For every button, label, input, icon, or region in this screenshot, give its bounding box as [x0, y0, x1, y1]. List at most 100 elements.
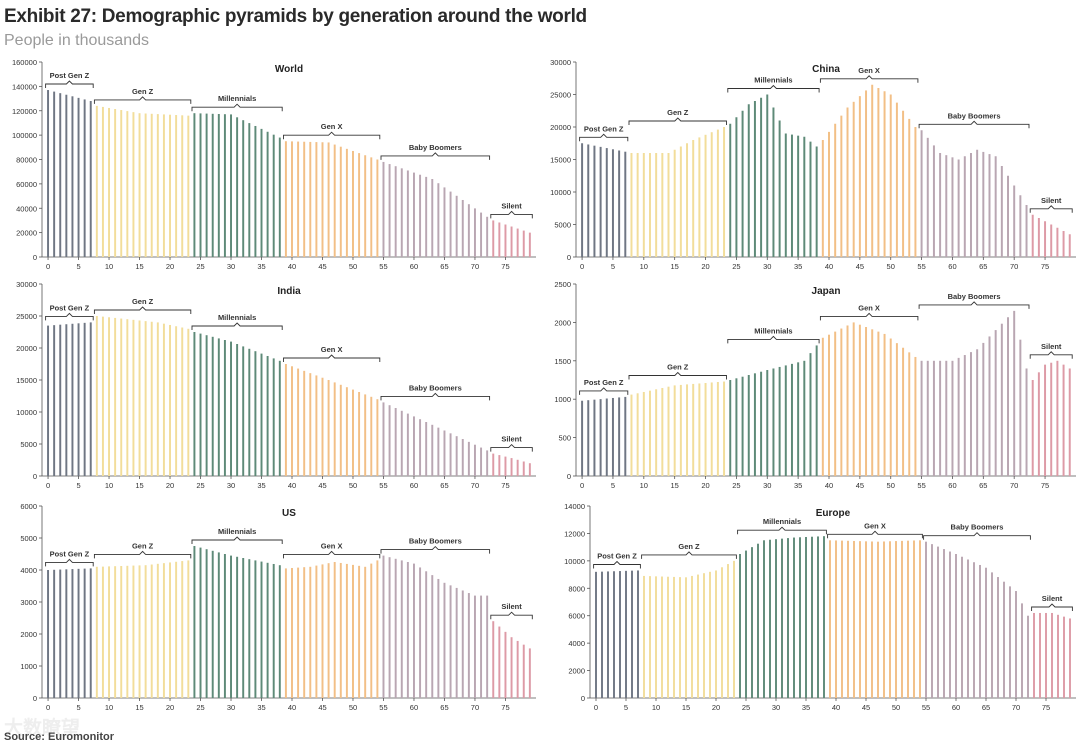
bar-age-43: [309, 373, 312, 476]
bar-age-7: [624, 151, 627, 257]
y-tick-label: 8000: [568, 584, 585, 593]
bar-age-76: [510, 226, 513, 257]
generation-label: Gen X: [858, 66, 880, 75]
generation-bracket: [1029, 351, 1073, 359]
x-tick-label: 60: [948, 481, 956, 490]
x-tick-label: 60: [410, 703, 418, 712]
bar-age-42: [840, 328, 843, 476]
generation-label: Post Gen Z: [597, 551, 637, 560]
chart-title: Japan: [812, 286, 841, 297]
x-tick-label: 65: [440, 262, 448, 271]
bar-age-39: [284, 568, 287, 698]
bar-age-18: [692, 383, 695, 476]
x-tick-label: 25: [742, 703, 750, 712]
bar-age-26: [751, 547, 753, 698]
x-tick-label: 75: [1041, 262, 1049, 271]
bar-age-58: [939, 153, 942, 257]
bar-age-15: [138, 565, 141, 698]
bar-age-35: [260, 561, 263, 698]
x-tick-label: 25: [732, 481, 740, 490]
bar-age-56: [926, 360, 929, 476]
x-tick-label: 70: [1010, 262, 1018, 271]
bar-age-15: [138, 320, 141, 476]
bar-age-58: [400, 168, 403, 257]
y-tick-label: 2000: [568, 667, 585, 676]
generation-label: Baby Boomers: [948, 292, 1001, 301]
bar-age-67: [455, 436, 458, 476]
bar-age-64: [437, 578, 440, 698]
bar-age-35: [260, 128, 263, 257]
y-tick-label: 1500: [554, 357, 571, 366]
bar-age-46: [871, 541, 873, 698]
bar-age-57: [394, 408, 397, 476]
x-tick-label: 0: [580, 262, 584, 271]
bar-age-60: [413, 416, 415, 476]
bar-age-56: [388, 405, 391, 476]
y-tick-label: 25000: [550, 91, 571, 100]
bar-age-28: [753, 373, 756, 476]
bar-age-60: [955, 554, 957, 698]
bar-age-20: [169, 114, 171, 258]
generation-bracket: [1029, 205, 1073, 213]
y-tick-label: 5000: [20, 440, 37, 449]
generation-bracket: [45, 312, 94, 321]
bar-age-17: [686, 384, 689, 476]
bar-age-4: [71, 323, 74, 476]
bar-age-9: [636, 393, 639, 476]
bar-age-47: [333, 144, 336, 257]
x-tick-label: 0: [594, 703, 598, 712]
bar-age-4: [619, 571, 621, 698]
bar-age-38: [823, 536, 825, 698]
bar-age-19: [698, 137, 701, 257]
x-tick-label: 40: [288, 262, 296, 271]
bar-age-63: [431, 575, 434, 698]
bar-age-49: [883, 91, 886, 257]
bar-age-29: [760, 371, 763, 476]
bar-age-11: [114, 566, 117, 698]
chart-world: 0 20000 40000 60000 80000 100000 120000 140000 1…: [12, 58, 536, 271]
bar-age-60: [951, 360, 954, 476]
bar-age-54: [919, 540, 921, 698]
bar-age-4: [71, 96, 74, 257]
bar-age-67: [997, 577, 999, 698]
x-tick-label: 70: [471, 262, 479, 271]
generation-label: Gen Z: [132, 87, 154, 96]
bar-age-12: [655, 389, 658, 476]
bar-age-62: [963, 156, 966, 257]
bar-age-58: [400, 410, 403, 476]
x-tick-label: 30: [772, 703, 780, 712]
bar-age-11: [649, 390, 651, 476]
bar-age-18: [703, 573, 705, 698]
bar-age-2: [59, 569, 62, 698]
bar-age-14: [667, 386, 670, 476]
bar-age-5: [625, 570, 627, 698]
y-tick-label: 6000: [568, 612, 585, 621]
bar-age-62: [967, 559, 969, 698]
bar-age-66: [449, 585, 452, 698]
bar-age-79: [528, 463, 531, 476]
bar-age-25: [745, 550, 747, 698]
bar-age-67: [455, 195, 458, 257]
x-tick-label: 0: [46, 481, 50, 490]
bar-age-12: [667, 576, 669, 698]
bar-age-60: [951, 157, 954, 257]
y-tick-label: 10000: [550, 188, 571, 197]
x-tick-label: 15: [671, 262, 679, 271]
bar-age-50: [889, 338, 892, 476]
bar-age-51: [901, 540, 903, 698]
x-tick-label: 55: [917, 481, 925, 490]
bar-age-45: [858, 324, 861, 476]
generation-label: Post Gen Z: [50, 549, 90, 558]
bar-age-10: [108, 566, 111, 698]
bar-age-35: [797, 135, 800, 257]
bar-age-30: [775, 539, 777, 698]
bar-age-29: [223, 340, 226, 476]
x-tick-label: 10: [105, 262, 113, 271]
bar-age-13: [126, 565, 129, 698]
bar-age-55: [382, 555, 385, 698]
bar-age-68: [461, 590, 464, 698]
bar-age-8: [95, 105, 98, 258]
generation-bracket: [490, 611, 533, 620]
bar-age-34: [790, 363, 793, 476]
bar-age-40: [291, 567, 293, 698]
